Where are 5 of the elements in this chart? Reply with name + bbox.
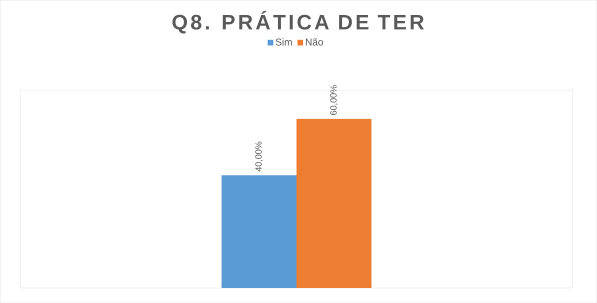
chart-title: Q8. PRÁTICA DE TER <box>172 10 424 34</box>
legend-label: Sim <box>276 38 292 46</box>
data-label: 40,00% <box>255 142 263 172</box>
legend-label: Não <box>306 38 323 46</box>
data-label: 60,00% <box>330 85 338 115</box>
